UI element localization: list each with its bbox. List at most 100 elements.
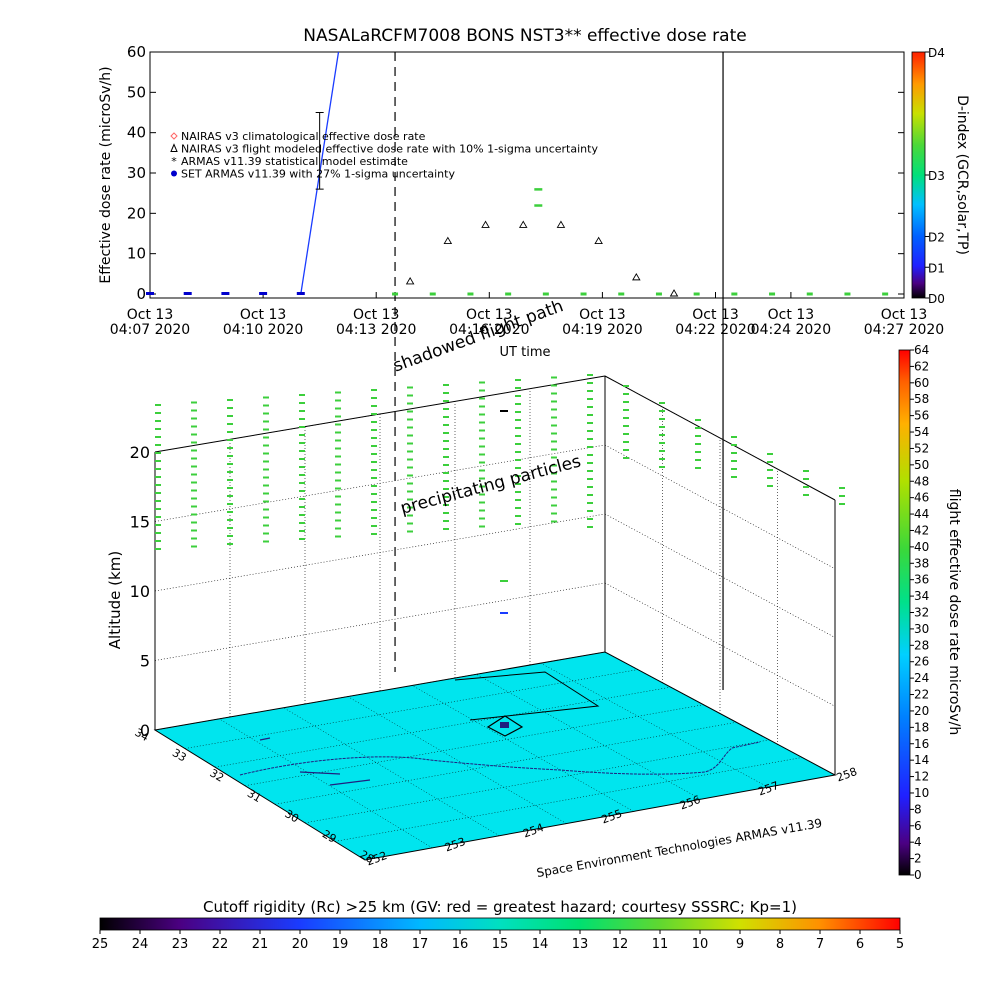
armas-3d-point xyxy=(767,477,773,479)
armas-3d-point xyxy=(515,467,521,469)
armas-3d-point xyxy=(623,433,629,435)
armas-3d-point xyxy=(227,439,233,441)
armas-estimate-point xyxy=(505,292,512,296)
armas-3d-point xyxy=(263,452,269,455)
x-tick-label: 04:13 2020 xyxy=(336,322,416,338)
armas-3d-point xyxy=(155,548,161,550)
armas-3d-point xyxy=(515,523,521,525)
armas-3d-point xyxy=(551,456,557,459)
ground-gridline xyxy=(347,696,567,824)
armas-3d-point xyxy=(227,495,233,497)
armas-3d-point xyxy=(551,464,557,467)
armas-3d-point xyxy=(515,451,521,453)
nairas-triangle-point xyxy=(594,236,603,245)
armas-3d-point xyxy=(191,401,197,404)
annotation-armas-credit: Space Environment Technologies ARMAS v11… xyxy=(535,816,823,880)
armas-3d-point xyxy=(659,426,665,428)
armas-3d-point xyxy=(335,463,341,466)
armas-3d-point xyxy=(587,446,593,448)
cutoff-tick-label: 19 xyxy=(332,937,349,952)
armas-3d-point xyxy=(407,482,413,485)
armas-3d-point xyxy=(371,421,377,423)
armas-3d-point xyxy=(191,545,197,548)
flight-dose-tick-label: 34 xyxy=(914,589,929,603)
armas-3d-point xyxy=(191,425,197,428)
armas-3d-point xyxy=(479,437,485,440)
armas-3d-point xyxy=(227,463,233,465)
armas-3d-point xyxy=(479,453,485,456)
armas-3d-point xyxy=(407,506,413,509)
armas-3d-point xyxy=(479,485,485,488)
armas-3d-point xyxy=(515,475,521,477)
armas-3d-point xyxy=(299,522,305,524)
armas-3d-point xyxy=(335,495,341,498)
armas-3d-point xyxy=(659,450,665,452)
armas-3d-point xyxy=(155,452,161,454)
armas-3d-point xyxy=(587,462,593,464)
armas-3d-point xyxy=(263,468,269,471)
armas-3d-point xyxy=(263,444,269,447)
ground-gridline xyxy=(274,722,737,805)
armas-3d-point xyxy=(551,440,557,443)
armas-3d-point xyxy=(371,469,377,471)
armas-3d-point xyxy=(623,417,629,419)
armas-3d-point xyxy=(299,402,305,404)
armas-3d-point xyxy=(155,476,161,478)
ground-gridline xyxy=(214,686,671,768)
armas-3d-point xyxy=(587,470,593,472)
armas-3d-point xyxy=(407,394,413,397)
legend-marker-dot xyxy=(171,170,177,177)
armas-3d-point xyxy=(155,404,161,406)
armas-3d-point xyxy=(551,448,557,451)
armas-3d-point xyxy=(731,468,737,470)
armas-3d-point xyxy=(479,501,485,504)
armas-3d-point xyxy=(443,408,449,410)
top-legend: NAIRAS v3 climatological effective dose … xyxy=(170,130,598,181)
armas-estimate-point xyxy=(882,292,889,296)
armas-3d-point xyxy=(155,508,161,510)
armas-3d-point xyxy=(191,529,197,532)
dindex-colorbar-ticks: D4 D3 D2 D1 D0 xyxy=(925,46,945,306)
armas-3d-point xyxy=(299,442,305,444)
set-armas-point xyxy=(221,292,230,295)
armas-3d-point xyxy=(515,435,521,437)
armas-3d-point xyxy=(299,506,305,508)
armas-3d-point xyxy=(623,401,629,403)
armas-3d-point xyxy=(407,426,413,429)
altitude-tick-label: 15 xyxy=(130,513,150,532)
armas-3d-point xyxy=(263,428,269,431)
cutoff-tick-label: 15 xyxy=(492,937,509,952)
armas-3d-point xyxy=(191,537,197,540)
armas-estimate-point xyxy=(467,292,474,296)
armas-3d-point xyxy=(587,422,593,424)
armas-3d-point xyxy=(551,488,557,491)
cutoff-tick-label: 20 xyxy=(292,937,309,952)
armas-3d-point xyxy=(407,434,413,437)
armas-3d-point xyxy=(587,406,593,408)
armas-3d-point xyxy=(335,415,341,418)
armas-3d-point xyxy=(443,416,449,418)
armas-3d-point xyxy=(299,514,305,516)
x-tick-label: Oct 13 xyxy=(240,307,286,323)
armas-3d-point xyxy=(227,479,233,481)
armas-3d-point xyxy=(515,387,521,389)
armas-3d-point xyxy=(263,420,269,423)
top-vertical-lines xyxy=(394,52,724,690)
annotation-precipitating-particles: precipitating particles xyxy=(398,451,583,518)
armas-3d-point xyxy=(227,423,233,425)
armas-3d-point xyxy=(767,485,773,487)
armas-3d-point xyxy=(479,493,485,496)
armas-3d-point xyxy=(407,450,413,453)
flight-dose-tick-label: 22 xyxy=(914,688,929,702)
armas-3d-point xyxy=(551,408,557,411)
armas-3d-point xyxy=(155,428,161,430)
flight-dose-tick-label: 44 xyxy=(914,507,929,521)
armas-3d-point xyxy=(299,450,305,452)
x-tick-label: 04:16 2020 xyxy=(449,322,529,338)
armas-3d-point xyxy=(767,469,773,471)
armas-3d-point xyxy=(335,519,341,522)
armas-3d-point xyxy=(515,499,521,501)
armas-3d-point xyxy=(155,436,161,438)
flight-dose-tick-label: 42 xyxy=(914,523,929,537)
legend-marker-star: * xyxy=(171,155,177,168)
